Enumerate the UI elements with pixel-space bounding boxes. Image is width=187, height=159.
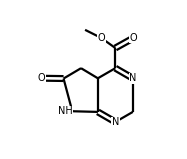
Text: N: N — [112, 117, 119, 127]
Text: O: O — [97, 33, 105, 43]
Text: O: O — [130, 33, 137, 43]
Text: N: N — [129, 73, 137, 83]
Text: NH: NH — [58, 106, 72, 116]
Text: O: O — [38, 73, 45, 83]
